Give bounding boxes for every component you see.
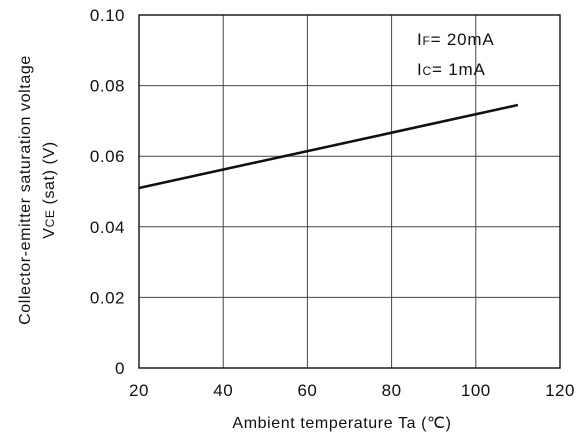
y-tick-label: 0.04 <box>90 218 125 237</box>
x-tick-label: 60 <box>297 381 317 400</box>
x-tick-label: 40 <box>213 381 233 400</box>
condition-ic: IC= 1mA <box>417 60 486 79</box>
y-axis-title-line1: Collector-emitter saturation voltage <box>17 55 34 325</box>
grid <box>139 15 560 368</box>
y-tick-labels: 0 0.02 0.04 0.06 0.08 0.10 <box>90 6 125 378</box>
x-tick-labels: 20 40 60 80 100 120 <box>129 381 575 400</box>
x-tick-label: 120 <box>545 381 575 400</box>
y-tick-label: 0.08 <box>90 77 125 96</box>
series-line <box>138 103 519 190</box>
y-tick-label: 0.02 <box>90 288 125 307</box>
y-axis-title: Collector-emitter saturation voltage VCE… <box>17 55 58 325</box>
x-tick-label: 80 <box>382 381 402 400</box>
x-tick-label: 100 <box>461 381 491 400</box>
plot-frame <box>138 14 561 369</box>
y-tick-label: 0 <box>115 359 125 378</box>
y-tick-label: 0.10 <box>90 6 125 25</box>
condition-if: IF= 20mA <box>417 30 495 49</box>
series-group <box>138 103 519 190</box>
x-axis-title: Ambient temperature Ta (℃) <box>232 415 451 432</box>
y-axis-title-line2: VCE (sat) (V) <box>41 141 58 238</box>
x-tick-label: 20 <box>129 381 149 400</box>
y-tick-label: 0.06 <box>90 147 125 166</box>
